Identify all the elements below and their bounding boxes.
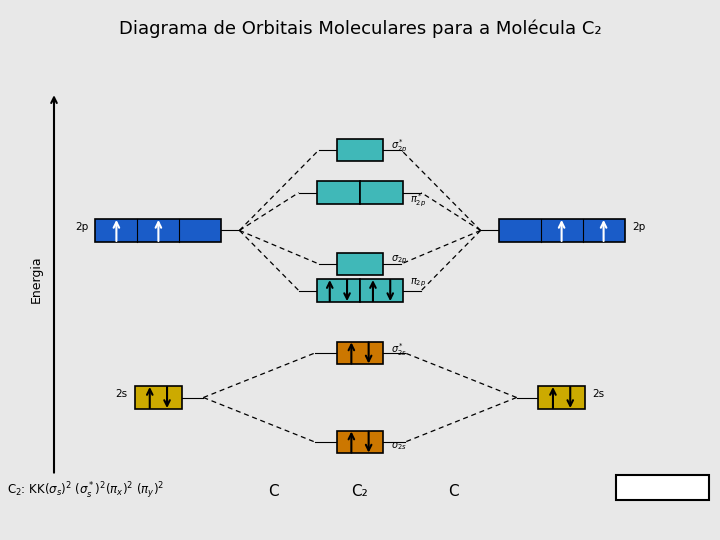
Text: C: C (449, 483, 459, 498)
Bar (498, 219, 625, 241)
Text: C$_2$: KK($\sigma_s$)$^2$ ($\sigma^*_s$)$^2$($\pi_x$)$^2$ ($\pi_y$)$^2$: C$_2$: KK($\sigma_s$)$^2$ ($\sigma^*_s$)… (7, 481, 164, 501)
Text: $\sigma_{2p}$: $\sigma_{2p}$ (390, 254, 407, 267)
Bar (317, 280, 360, 302)
Text: $\pi_{2p}$: $\pi_{2p}$ (410, 276, 426, 289)
Text: Diagrama de Orbitais Moleculares para a Molécula C₂: Diagrama de Orbitais Moleculares para a … (119, 19, 601, 38)
Bar (539, 387, 585, 409)
Bar (616, 475, 709, 500)
Bar (360, 181, 403, 204)
Bar (360, 280, 403, 302)
Text: Energia: Energia (30, 255, 42, 303)
Bar (317, 181, 360, 204)
Text: OL=2: OL=2 (644, 481, 681, 494)
Text: C: C (269, 483, 279, 498)
Bar (337, 342, 383, 364)
Text: $\sigma^*_{2p}$: $\sigma^*_{2p}$ (390, 138, 407, 156)
Text: 2p: 2p (75, 222, 89, 232)
Bar (337, 253, 383, 275)
Text: 2s: 2s (116, 389, 128, 399)
Bar (337, 139, 383, 161)
Bar (95, 219, 222, 241)
Bar (135, 387, 181, 409)
Text: $\sigma^*_{2s}$: $\sigma^*_{2s}$ (390, 341, 407, 358)
Text: 2p: 2p (632, 222, 645, 232)
Bar (337, 431, 383, 453)
Text: 2s: 2s (593, 389, 604, 399)
Text: C₂: C₂ (351, 483, 369, 498)
Text: $\pi^*_{2p}$: $\pi^*_{2p}$ (410, 192, 426, 210)
Text: $\sigma_{2s}$: $\sigma_{2s}$ (390, 440, 407, 451)
